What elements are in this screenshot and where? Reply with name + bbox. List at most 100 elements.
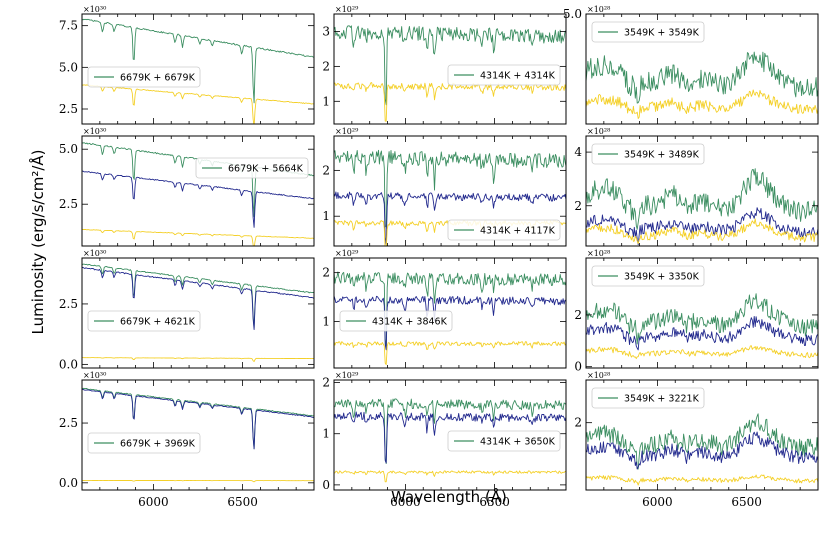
legend-label: 3549K + 3489K <box>624 150 700 161</box>
legend-box <box>87 66 201 88</box>
legend-box <box>447 219 561 241</box>
legend-label: 6679K + 3969K <box>120 439 196 450</box>
series-line-combined <box>586 293 818 345</box>
panel-frame <box>585 13 819 125</box>
y-tick-label: 5.0 <box>59 60 78 74</box>
plot-area <box>82 18 314 124</box>
y-tick-label: 2 <box>322 266 330 280</box>
y-tick-label: 0 <box>574 360 582 374</box>
x-tick-label: 6500 <box>731 495 762 509</box>
panel-r2c1: 1 2 ×10²⁹ 4314K + 3846K <box>322 249 567 369</box>
y-tick-label: 5.0 <box>59 142 78 156</box>
series-line-combined <box>334 271 566 350</box>
y-tick-label: 0.0 <box>59 476 78 490</box>
series-line-secondary <box>82 388 314 450</box>
y-multiplier-label: ×10²⁹ <box>335 5 359 14</box>
y-tick-label: 2 <box>322 376 330 390</box>
panel-grid: 2.5 5.0 7.5 ×10³⁰ 6679K + 6679K 1 2 3 ×10²⁹ 4314K… <box>59 5 819 509</box>
panel-r0c2: 5.0 ×10²⁸ 3549K + 3549K <box>563 5 819 125</box>
legend: 3549K + 3350K <box>591 265 705 287</box>
series-line-primary <box>82 84 314 124</box>
plot-area <box>82 387 314 483</box>
series-line-combined <box>82 263 314 329</box>
series-line-combined <box>586 168 818 230</box>
legend: 6679K + 3969K <box>87 432 201 454</box>
series-line-combined <box>586 413 818 470</box>
legend-box <box>87 432 201 454</box>
y-tick-label: 5.0 <box>563 7 582 21</box>
series-line-secondary <box>334 295 566 351</box>
series-line-secondary <box>586 431 818 470</box>
panel-r1c1: 1 2 ×10²⁹ 4314K + 4117K <box>322 127 567 247</box>
y-axis-title: Luminosity (erg/s/cm²/Å) <box>28 149 47 334</box>
legend-box <box>447 430 561 452</box>
legend: 4314K + 3650K <box>447 430 561 452</box>
plot-area <box>82 263 314 363</box>
panel-frame <box>585 257 819 369</box>
series-line-secondary <box>82 266 314 331</box>
panel-frame <box>333 257 567 369</box>
panel-r1c2: 2 4 ×10²⁸ 3549K + 3489K <box>574 127 819 247</box>
legend-label: 4314K + 3846K <box>372 317 448 328</box>
y-tick-label: 2 <box>322 163 330 177</box>
x-tick-label: 6000 <box>390 495 421 509</box>
panel-r3c2: 6000 6500 2 ×10²⁸ 3549K + 3221K <box>574 371 819 509</box>
series-line-secondary <box>334 411 566 464</box>
series-line-primary <box>334 82 566 122</box>
y-tick-label: 0.0 <box>59 357 78 371</box>
legend-box <box>591 387 705 409</box>
panel-r0c1: 1 2 3 ×10²⁹ 4314K + 4314K <box>322 5 567 125</box>
legend-box <box>195 157 309 179</box>
plot-area <box>586 168 818 246</box>
y-tick-label: 4 <box>574 145 582 159</box>
y-tick-label: 2 <box>574 416 582 430</box>
y-tick-label: 1 <box>322 209 330 223</box>
legend-box <box>447 64 561 86</box>
y-multiplier-label: ×10²⁸ <box>587 371 610 380</box>
panel-frame <box>333 135 567 247</box>
legend-label: 3549K + 3350K <box>624 272 700 283</box>
panel-r2c0: 0.0 2.5 ×10³⁰ 6679K + 4621K <box>59 249 315 371</box>
plot-area <box>586 51 818 119</box>
series-line-primary <box>334 341 566 366</box>
y-tick-label: 2.5 <box>59 197 78 211</box>
series-line-primary <box>82 479 314 483</box>
series-line-combined <box>334 398 566 464</box>
plot-area <box>334 25 566 122</box>
y-multiplier-label: ×10²⁸ <box>587 249 610 258</box>
series-line-primary <box>82 357 314 363</box>
panel-r3c1: 6000 6500 0 1 2 ×10²⁹ 4314K + 3650K <box>322 371 567 509</box>
series-line-secondary <box>586 315 818 351</box>
legend: 4314K + 3846K <box>339 310 453 332</box>
series-line-primary <box>82 228 314 246</box>
panel-frame <box>81 379 315 491</box>
y-multiplier-label: ×10²⁸ <box>587 5 610 14</box>
y-multiplier-label: ×10²⁹ <box>335 127 359 136</box>
panel-frame <box>333 379 567 491</box>
panel-frame <box>81 135 315 247</box>
series-line-combined <box>334 149 566 228</box>
legend-label: 4314K + 3650K <box>480 437 556 448</box>
series-line-primary <box>586 89 818 119</box>
panel-r1c0: 2.5 5.0 ×10³⁰ 6679K + 5664K <box>59 127 315 247</box>
y-multiplier-label: ×10²⁹ <box>335 371 359 380</box>
legend: 3549K + 3549K <box>591 21 705 43</box>
legend: 6679K + 5664K <box>195 157 309 179</box>
plot-area <box>334 271 566 366</box>
series-line-combined <box>82 18 314 104</box>
y-multiplier-label: ×10³⁰ <box>83 5 106 14</box>
x-tick-label: 6000 <box>138 495 169 509</box>
panel-r0c0: 2.5 5.0 7.5 ×10³⁰ 6679K + 6679K <box>59 5 315 125</box>
y-tick-label: 2 <box>574 199 582 213</box>
panel-r3c0: 6000 6500 0.0 2.5 ×10³⁰ 6679K + 3969K <box>59 371 315 509</box>
series-line-primary <box>586 474 818 486</box>
series-line-combined <box>82 387 314 450</box>
y-tick-label: 2 <box>574 308 582 322</box>
legend-label: 6679K + 5664K <box>228 164 304 175</box>
legend: 4314K + 4117K <box>447 219 561 241</box>
y-tick-label: 0 <box>322 478 330 492</box>
y-tick-label: 2.5 <box>59 102 78 116</box>
x-tick-label: 6000 <box>642 495 673 509</box>
legend-label: 3549K + 3221K <box>624 394 700 405</box>
